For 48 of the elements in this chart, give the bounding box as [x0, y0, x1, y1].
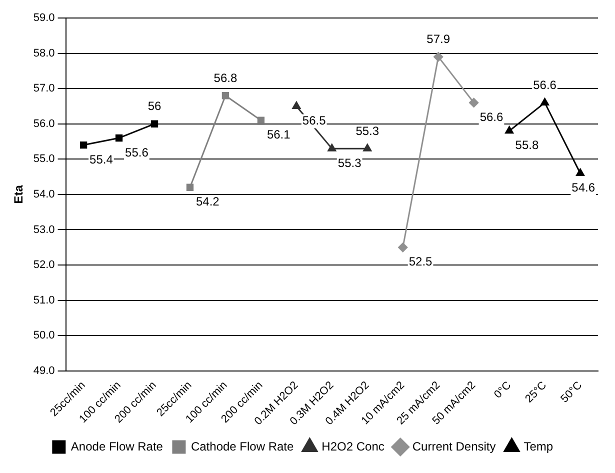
point: [186, 184, 194, 191]
data-label: 56.1: [266, 128, 291, 142]
y-tick-label: 53.0: [33, 224, 55, 236]
data-label: 57.9: [426, 32, 450, 46]
point: [292, 101, 301, 109]
data-label: 56.6: [480, 110, 504, 124]
y-tick-label: 50.0: [33, 330, 55, 342]
data-label: 55.8: [515, 138, 539, 152]
point: [363, 144, 372, 152]
point: [328, 144, 336, 152]
point: [505, 126, 514, 134]
data-label: 54.6: [572, 180, 596, 195]
y-tick-label: 52.0: [33, 259, 55, 272]
point: [257, 116, 265, 124]
legend-label: Temp: [524, 439, 554, 454]
legend-label: Cathode Flow Rate: [190, 439, 294, 454]
data-label: 56: [148, 99, 162, 114]
point: [469, 98, 479, 108]
data-label: 55.3: [356, 124, 380, 138]
point: [434, 52, 444, 62]
y-tick-label: 51.0: [33, 294, 55, 306]
y-axis-title: Eta: [12, 184, 26, 204]
point: [80, 141, 88, 149]
data-label: 56.5: [302, 114, 326, 128]
data-label: 55.6: [125, 145, 149, 160]
y-tick-label: 54.0: [33, 188, 55, 200]
y-tick-label: 58.0: [33, 47, 55, 60]
data-label: 55.4: [90, 152, 114, 166]
data-label: 56.8: [214, 70, 238, 85]
point: [115, 134, 123, 142]
legend-label: Anode Flow Rate: [70, 439, 164, 454]
point: [398, 242, 408, 252]
data-label: 56.6: [533, 78, 557, 92]
legend-label: Current Density: [412, 439, 496, 454]
y-tick-label: 56.0: [33, 118, 55, 130]
y-tick-label: 57.0: [33, 82, 55, 95]
point: [150, 120, 158, 128]
data-label: 55.3: [338, 156, 362, 170]
x-tick-label: 0°C: [492, 379, 514, 401]
data-label: 52.5: [408, 254, 433, 269]
data-label: 54.2: [196, 194, 220, 209]
point: [576, 168, 584, 176]
legend-label: H2O2 Conc: [322, 439, 384, 454]
y-tick-label: 59.0: [33, 12, 55, 24]
point: [540, 98, 549, 106]
y-tick-label: 49.0: [33, 364, 55, 377]
y-tick-label: 55.0: [33, 153, 55, 166]
point: [222, 92, 230, 100]
